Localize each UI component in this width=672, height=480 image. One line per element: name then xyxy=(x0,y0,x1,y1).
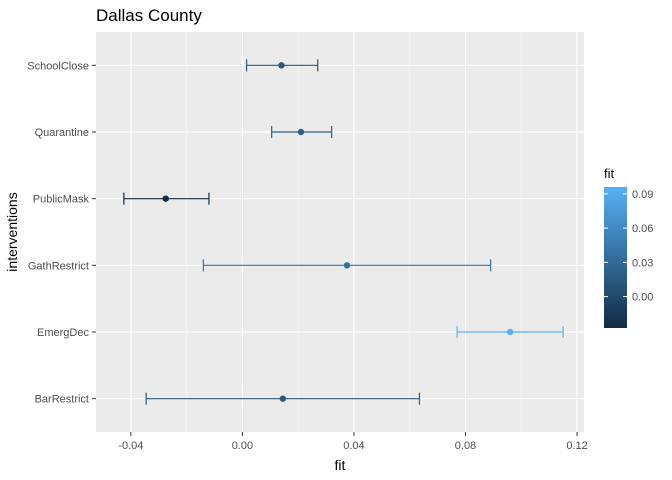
x-axis: -0.04 0.00 0.04 0.08 0.12 xyxy=(118,432,588,452)
y-tick-label: Quarantine xyxy=(35,127,89,139)
data-point xyxy=(279,395,287,402)
x-tick-label: -0.04 xyxy=(118,440,143,452)
errorbar-barrestrict xyxy=(145,392,421,405)
legend-tick-label: 0.03 xyxy=(632,257,653,269)
data-point xyxy=(162,195,169,202)
errorbar-schoolclose xyxy=(245,59,319,72)
data-point xyxy=(506,328,514,336)
errorbar-gathrestrict xyxy=(202,259,492,272)
legend-title: fit xyxy=(604,166,615,181)
legend-tick-label: 0.00 xyxy=(632,292,653,304)
y-tick-label: EmergDec xyxy=(37,327,89,339)
y-axis: BarRestrict EmergDec GathRestrict PublicMas… xyxy=(27,60,96,406)
y-axis-title: interventions xyxy=(4,192,20,271)
errorbar-emergdec xyxy=(456,326,564,338)
legend: fit 0.00 0.03 0.06 0.09 xyxy=(604,166,653,328)
y-tick-label: BarRestrict xyxy=(35,394,89,406)
x-tick-label: 0.04 xyxy=(343,440,364,452)
errorbar-quarantine xyxy=(271,126,333,138)
data-point xyxy=(343,262,351,269)
legend-tick-label: 0.06 xyxy=(632,223,653,235)
x-tick-label: 0.00 xyxy=(232,440,253,452)
y-tick-label: SchoolClose xyxy=(27,60,89,72)
x-tick-label: 0.08 xyxy=(455,440,476,452)
data-point xyxy=(278,62,285,69)
plot-panel xyxy=(96,32,584,432)
legend-colorbar xyxy=(604,187,627,328)
legend-tick-label: 0.09 xyxy=(632,189,653,201)
y-tick-label: GathRestrict xyxy=(28,260,89,272)
x-axis-title: fit xyxy=(335,457,346,473)
y-tick-label: PublicMask xyxy=(33,194,90,206)
x-tick-label: 0.12 xyxy=(566,440,587,452)
data-point xyxy=(297,128,305,136)
chart-title: Dallas County xyxy=(96,6,202,25)
errorbar-publicmask xyxy=(123,192,210,205)
grid xyxy=(96,32,584,432)
data-marks xyxy=(123,59,564,405)
